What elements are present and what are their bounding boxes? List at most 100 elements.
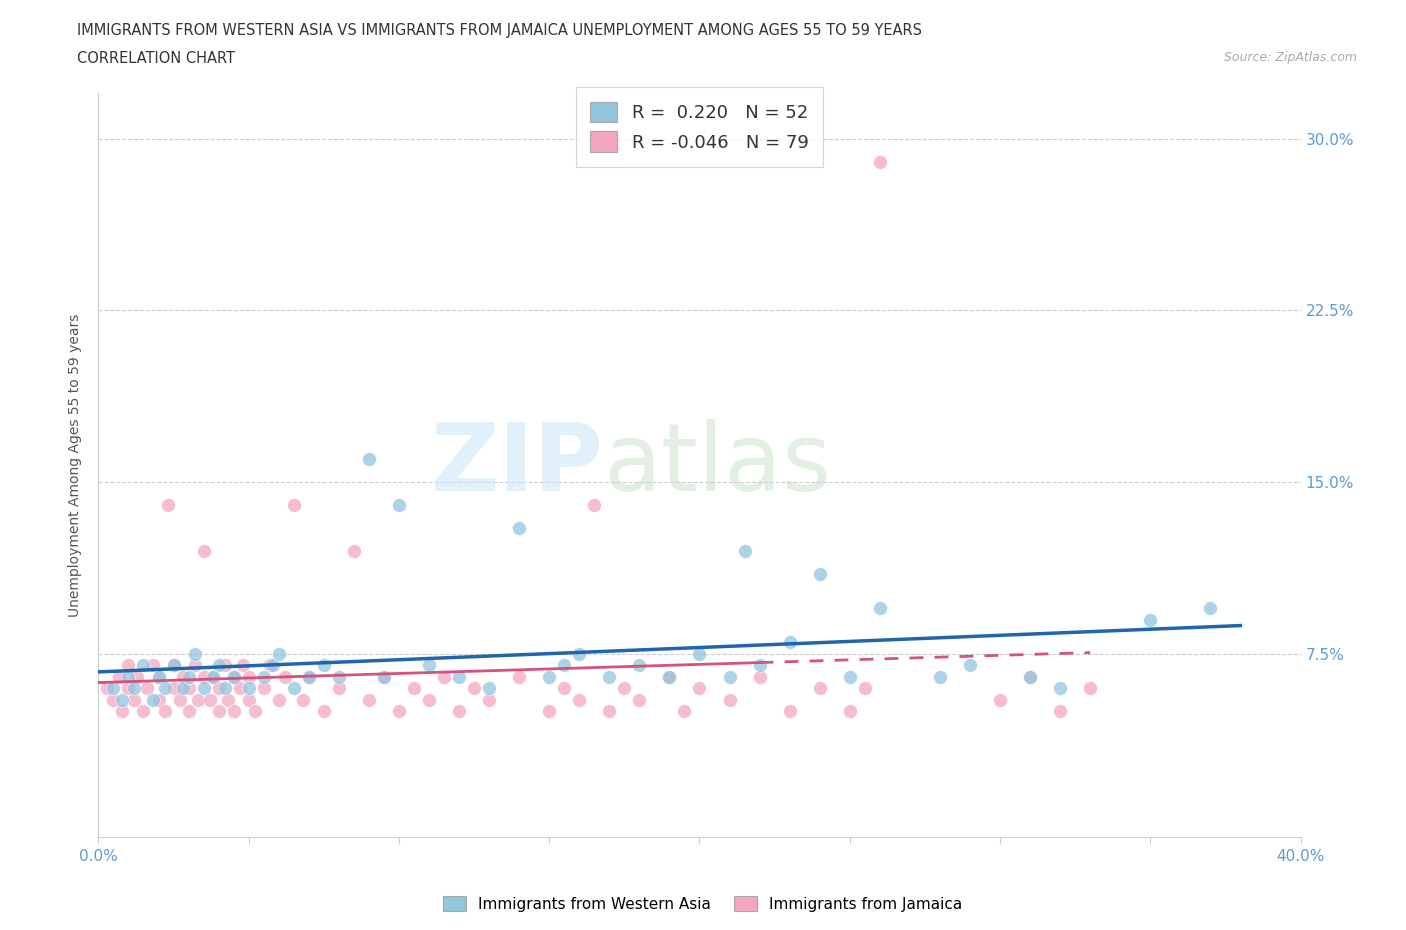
- Point: [598, 670, 620, 684]
- Point: [988, 692, 1011, 707]
- Point: [253, 681, 276, 696]
- Point: [628, 658, 651, 672]
- Point: [343, 543, 366, 558]
- Point: [478, 692, 501, 707]
- Point: [141, 692, 163, 707]
- Point: [177, 681, 200, 696]
- Point: [508, 670, 530, 684]
- Point: [447, 670, 470, 684]
- Point: [148, 692, 170, 707]
- Point: [103, 692, 125, 707]
- Point: [433, 670, 456, 684]
- Point: [1139, 612, 1161, 627]
- Point: [402, 681, 425, 696]
- Point: [388, 498, 411, 512]
- Point: [291, 692, 314, 707]
- Point: [183, 646, 205, 661]
- Point: [156, 498, 179, 512]
- Point: [838, 670, 860, 684]
- Point: [808, 566, 831, 581]
- Point: [124, 692, 146, 707]
- Point: [853, 681, 876, 696]
- Point: [274, 670, 297, 684]
- Point: [222, 704, 245, 719]
- Point: [1049, 704, 1071, 719]
- Point: [232, 658, 254, 672]
- Point: [312, 658, 335, 672]
- Point: [127, 670, 149, 684]
- Point: [328, 670, 350, 684]
- Point: [838, 704, 860, 719]
- Point: [298, 670, 321, 684]
- Point: [217, 692, 239, 707]
- Point: [808, 681, 831, 696]
- Point: [208, 704, 231, 719]
- Point: [222, 670, 245, 684]
- Point: [238, 681, 260, 696]
- Point: [298, 670, 321, 684]
- Point: [658, 670, 681, 684]
- Point: [538, 670, 561, 684]
- Point: [267, 692, 290, 707]
- Text: IMMIGRANTS FROM WESTERN ASIA VS IMMIGRANTS FROM JAMAICA UNEMPLOYMENT AMONG AGES : IMMIGRANTS FROM WESTERN ASIA VS IMMIGRAN…: [77, 23, 922, 38]
- Point: [169, 692, 191, 707]
- Point: [718, 670, 741, 684]
- Point: [193, 670, 215, 684]
- Point: [153, 681, 176, 696]
- Point: [613, 681, 636, 696]
- Point: [153, 704, 176, 719]
- Point: [869, 601, 891, 616]
- Point: [447, 704, 470, 719]
- Point: [172, 681, 194, 696]
- Point: [538, 704, 561, 719]
- Point: [162, 658, 184, 672]
- Point: [658, 670, 681, 684]
- Point: [253, 670, 276, 684]
- Point: [198, 692, 221, 707]
- Point: [388, 704, 411, 719]
- Point: [478, 681, 501, 696]
- Point: [779, 704, 801, 719]
- Text: atlas: atlas: [603, 419, 831, 511]
- Point: [373, 670, 395, 684]
- Point: [312, 704, 335, 719]
- Point: [463, 681, 485, 696]
- Point: [328, 681, 350, 696]
- Point: [1049, 681, 1071, 696]
- Point: [267, 646, 290, 661]
- Point: [132, 704, 155, 719]
- Point: [172, 670, 194, 684]
- Point: [262, 658, 284, 672]
- Point: [748, 658, 770, 672]
- Point: [418, 658, 440, 672]
- Point: [598, 704, 620, 719]
- Point: [568, 692, 591, 707]
- Point: [124, 681, 146, 696]
- Point: [689, 646, 711, 661]
- Point: [111, 704, 134, 719]
- Point: [177, 704, 200, 719]
- Point: [141, 658, 163, 672]
- Point: [583, 498, 606, 512]
- Point: [283, 681, 305, 696]
- Point: [96, 681, 118, 696]
- Point: [193, 681, 215, 696]
- Point: [357, 452, 380, 467]
- Point: [357, 692, 380, 707]
- Y-axis label: Unemployment Among Ages 55 to 59 years: Unemployment Among Ages 55 to 59 years: [69, 313, 83, 617]
- Point: [108, 670, 131, 684]
- Point: [238, 692, 260, 707]
- Legend: R =  0.220   N = 52, R = -0.046   N = 79: R = 0.220 N = 52, R = -0.046 N = 79: [576, 87, 823, 166]
- Point: [228, 681, 250, 696]
- Point: [208, 658, 231, 672]
- Point: [748, 670, 770, 684]
- Point: [1199, 601, 1222, 616]
- Point: [718, 692, 741, 707]
- Point: [193, 543, 215, 558]
- Text: Source: ZipAtlas.com: Source: ZipAtlas.com: [1223, 51, 1357, 64]
- Point: [689, 681, 711, 696]
- Point: [162, 658, 184, 672]
- Point: [214, 658, 236, 672]
- Text: ZIP: ZIP: [430, 419, 603, 511]
- Legend: Immigrants from Western Asia, Immigrants from Jamaica: Immigrants from Western Asia, Immigrants…: [437, 889, 969, 918]
